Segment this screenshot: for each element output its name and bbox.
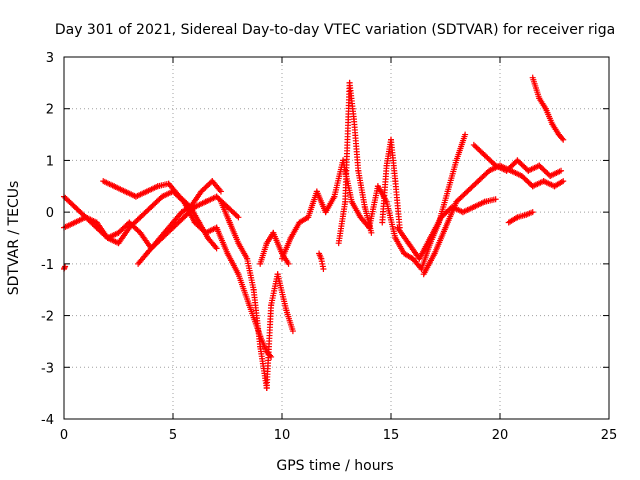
data-point xyxy=(560,136,567,143)
data-point xyxy=(289,328,296,335)
data-point xyxy=(368,229,375,236)
x-tick-label: 20 xyxy=(492,428,509,443)
data-point xyxy=(234,213,241,220)
data-point xyxy=(235,214,242,221)
axis-ticks xyxy=(63,56,610,420)
data-point xyxy=(492,196,499,203)
y-axis-title: SDTVAR / TECUs xyxy=(6,181,22,296)
y-tick-label: -2 xyxy=(41,310,54,325)
y-tick-label: 3 xyxy=(46,51,54,66)
series-track-o xyxy=(61,263,69,273)
series-track-a xyxy=(61,188,275,360)
data-point xyxy=(462,131,469,138)
y-tick-label: -1 xyxy=(41,258,54,273)
y-tick-label: -4 xyxy=(41,413,54,428)
data-point xyxy=(320,266,327,273)
y-tick-label: -3 xyxy=(41,361,54,376)
data-point xyxy=(62,263,69,270)
series-track-c xyxy=(100,178,224,210)
y-tick-label: 1 xyxy=(46,154,54,169)
series-track-i xyxy=(379,136,403,231)
y-tick-label: 2 xyxy=(46,103,54,118)
series-track-d xyxy=(135,203,220,267)
x-tick-label: 5 xyxy=(169,428,177,443)
x-tick-label: 15 xyxy=(383,428,400,443)
x-tick-label: 10 xyxy=(274,428,291,443)
series-track-e xyxy=(217,198,296,391)
series-track-g xyxy=(279,131,469,273)
data-point xyxy=(213,245,220,252)
series-track-h xyxy=(335,79,375,247)
series-track-k xyxy=(420,162,567,278)
data-point xyxy=(558,167,565,174)
series-track-b xyxy=(61,193,242,252)
y-tick-label: 0 xyxy=(46,206,54,221)
plot-frame xyxy=(63,56,610,420)
tick-labels: 0 5 10 15 20 25 -4 -3 -2 -1 0 1 2 3 xyxy=(41,51,617,443)
data-point xyxy=(560,178,567,185)
series-track-p xyxy=(316,250,327,273)
x-tick-label: 0 xyxy=(60,428,68,443)
data-point xyxy=(529,209,536,216)
series-track-n xyxy=(505,209,536,226)
data-point xyxy=(285,260,292,267)
data-point xyxy=(559,135,566,142)
data-point xyxy=(217,188,224,195)
x-axis-title: GPS time / hours xyxy=(276,458,393,474)
series-track-l xyxy=(470,141,565,179)
data-points xyxy=(61,74,567,391)
grid xyxy=(64,57,609,419)
chart-title: Day 301 of 2021, Sidereal Day-to-day VTE… xyxy=(55,22,615,38)
series-track-m xyxy=(529,74,567,143)
x-tick-label: 25 xyxy=(601,428,618,443)
